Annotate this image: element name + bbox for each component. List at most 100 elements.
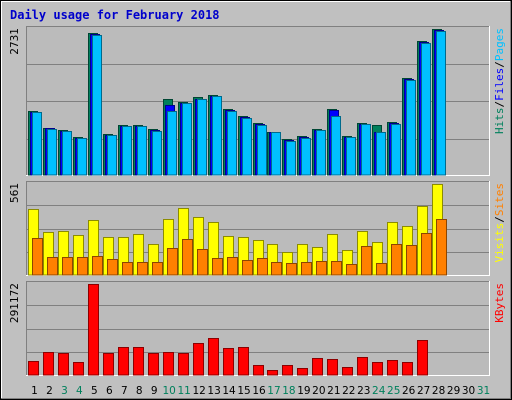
x-tick-label-day-7: 7 — [121, 385, 128, 397]
bar-pages-day-23: Pages 23: 950 — [361, 124, 371, 176]
bar-pages-day-3: Pages 3: 820 — [62, 131, 72, 176]
x-tick-label-day-25: 25 — [387, 385, 400, 397]
bar-pages-day-17: Pages 17: 795 — [271, 132, 281, 176]
bar-kbytes-day-11: KBytes 11: 69000 — [178, 353, 189, 376]
legend-entry: Sites — [493, 183, 506, 216]
bar-sites-day-5: Sites 5: 115 — [92, 256, 103, 276]
bar-kbytes-day-23: KBytes 23: 57000 — [357, 357, 368, 376]
legend-hits-files-pages: Hits/Files/Pages — [493, 28, 506, 134]
legend-entry: Visits — [493, 223, 506, 263]
x-tick-label-day-12: 12 — [192, 385, 205, 397]
legend-entry: Pages — [493, 28, 506, 61]
bar-pages-day-28: Pages 28: 2700 — [436, 31, 446, 176]
bar-sites-day-23: Sites 23: 177 — [361, 246, 372, 276]
bar-kbytes-day-12: KBytes 12: 103000 — [193, 343, 204, 376]
x-tick-label-day-20: 20 — [312, 385, 325, 397]
bar-sites-day-16: Sites 16: 107 — [257, 258, 268, 276]
bar-sites-day-21: Sites 21: 85 — [331, 261, 342, 276]
bar-pages-day-1: Pages 1: 1170 — [32, 112, 42, 176]
legend-kbytes: KBytes — [493, 283, 506, 323]
x-tick-label-day-9: 9 — [151, 385, 158, 397]
bar-kbytes-day-19: KBytes 19: 23000 — [297, 368, 308, 376]
bar-sites-day-26: Sites 26: 184 — [406, 245, 417, 276]
x-tick-label-day-8: 8 — [136, 385, 143, 397]
x-tick-label-day-31: 31 — [477, 385, 490, 397]
bar-kbytes-day-8: KBytes 8: 89000 — [133, 347, 144, 376]
bar-sites-day-20: Sites 20: 88 — [316, 261, 327, 276]
bar-kbytes-day-5: KBytes 5: 291172 — [88, 284, 99, 376]
bar-kbytes-day-24: KBytes 24: 40000 — [372, 362, 383, 376]
x-tick-label-day-13: 13 — [207, 385, 220, 397]
bar-kbytes-day-14: KBytes 14: 86000 — [223, 348, 234, 376]
bar-kbytes-day-26: KBytes 26: 43000 — [402, 362, 413, 376]
bar-kbytes-day-7: KBytes 7: 91000 — [118, 347, 129, 376]
panel-kbytes: 291172 KBytes KBytes 1: 44000 KBytes 2: 720… — [9, 281, 506, 376]
bar-pages-day-8: Pages 8: 915 — [137, 126, 147, 176]
bar-kbytes-day-25: KBytes 25: 47000 — [387, 360, 398, 376]
y-max-tick-label: 2731 — [9, 28, 21, 55]
bar-sites-day-24: Sites 24: 75 — [376, 263, 387, 276]
bars-visits-sites: Visits 1: 405Visits 2: 265Visits 3: 270V… — [28, 184, 447, 276]
bar-pages-day-16: Pages 16: 940 — [257, 125, 267, 176]
legend-entry: Files — [493, 68, 506, 101]
x-tick-label-day-10: 10 — [163, 385, 176, 397]
x-tick-label-day-16: 16 — [252, 385, 266, 397]
bar-pages-day-21: Pages 21: 1110 — [331, 116, 341, 176]
bar-sites-day-17: Sites 17: 80 — [271, 262, 282, 276]
x-axis-day-labels: 1 2 3 4 5 6 7 8 9 10 11 12 13 14 15 16 17 18 19 20 21 22 23 24 2… — [31, 385, 490, 397]
bar-kbytes-day-2: KBytes 2: 72000 — [43, 352, 54, 376]
chart-title: Daily usage for February 2018 — [10, 8, 220, 22]
bar-pages-day-6: Pages 6: 740 — [107, 135, 117, 176]
y-max-tick-label: 561 — [9, 183, 21, 203]
bar-pages-day-27: Pages 27: 2470 — [421, 43, 431, 176]
bar-pages-day-15: Pages 15: 1070 — [242, 118, 252, 176]
legend-entry: / — [493, 216, 506, 223]
x-tick-label-day-26: 26 — [402, 385, 416, 397]
x-tick-label-day-2: 2 — [46, 385, 53, 397]
legend-visits-sites: Visits/Sites — [493, 183, 506, 263]
legend-entry: KBytes — [493, 283, 506, 323]
bar-kbytes-day-18: KBytes 18: 31000 — [282, 365, 293, 376]
x-tick-label-day-14: 14 — [222, 385, 236, 397]
bar-sites-day-12: Sites 12: 161 — [197, 249, 208, 276]
x-tick-label-day-28: 28 — [432, 385, 445, 397]
bar-sites-day-2: Sites 2: 112 — [47, 257, 58, 276]
x-tick-label-day-23: 23 — [357, 385, 370, 397]
bar-pages-day-18: Pages 18: 645 — [286, 141, 296, 176]
bar-pages-day-13: Pages 13: 1470 — [212, 96, 222, 176]
bar-pages-day-4: Pages 4: 690 — [77, 138, 87, 176]
bar-sites-day-3: Sites 3: 114 — [62, 257, 73, 276]
bar-kbytes-day-4: KBytes 4: 41000 — [73, 362, 84, 376]
bar-kbytes-day-17: KBytes 17: 17000 — [267, 370, 278, 376]
bar-pages-day-5: Pages 5: 2620 — [92, 35, 102, 176]
bar-pages-day-22: Pages 22: 715 — [346, 137, 356, 176]
bar-sites-day-8: Sites 8: 80 — [137, 262, 148, 276]
legend-entry: / — [493, 61, 506, 68]
x-tick-label-day-22: 22 — [342, 385, 355, 397]
bar-pages-day-24: Pages 24: 800 — [376, 132, 386, 176]
x-tick-label-day-3: 3 — [61, 385, 68, 397]
x-tick-label-day-5: 5 — [91, 385, 98, 397]
bar-sites-day-13: Sites 13: 105 — [212, 258, 223, 276]
bar-kbytes-day-10: KBytes 10: 72000 — [163, 352, 174, 376]
x-tick-label-day-24: 24 — [372, 385, 386, 397]
bars-hits-files-pages: Hits 1: 1200Hits 2: 888Hits 3: 843Hits 4… — [28, 29, 446, 176]
bar-pages-day-14: Pages 14: 1205 — [227, 111, 237, 176]
x-tick-label-day-29: 29 — [447, 385, 460, 397]
bar-pages-day-12: Pages 12: 1420 — [197, 99, 207, 176]
bar-sites-day-19: Sites 19: 79 — [301, 262, 312, 276]
bar-pages-day-2: Pages 2: 860 — [47, 129, 57, 176]
legend-entry: Hits — [493, 108, 506, 135]
x-tick-label-day-17: 17 — [267, 385, 280, 397]
y-max-tick-label: 291172 — [9, 283, 21, 323]
bar-pages-day-25: Pages 25: 960 — [391, 124, 401, 176]
legend-entry: / — [493, 101, 506, 108]
x-tick-label-day-4: 4 — [76, 385, 83, 397]
bar-kbytes-day-1: KBytes 1: 44000 — [28, 361, 39, 376]
x-tick-label-day-27: 27 — [417, 385, 430, 397]
bar-sites-day-22: Sites 22: 65 — [346, 264, 357, 276]
bars-kbytes: KBytes 1: 44000 KBytes 2: 72000 KBytes 3: … — [28, 284, 428, 376]
bar-sites-day-14: Sites 14: 113 — [227, 257, 238, 276]
